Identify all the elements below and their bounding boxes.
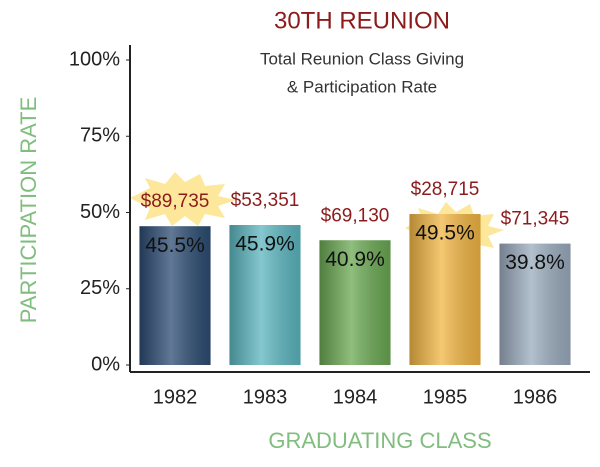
y-tick-label: 25% (80, 277, 120, 299)
chart-subtitle: & Participation Rate (287, 77, 437, 96)
bar-shine (139, 226, 211, 365)
giving-label: $53,351 (231, 190, 300, 211)
y-axis-title: PARTICIPATION RATE (16, 97, 41, 324)
x-axis-title: GRADUATING CLASS (268, 428, 491, 453)
y-tick-label: 0% (91, 353, 120, 375)
y-tick-label: 100% (69, 48, 120, 70)
x-tick-label: 1985 (423, 386, 468, 408)
y-tick-label: 75% (80, 125, 120, 147)
bar-shine (229, 225, 301, 365)
chart-subtitle: Total Reunion Class Giving (260, 49, 464, 68)
y-tick-label: 50% (80, 201, 120, 223)
giving-label: $89,735 (141, 191, 210, 212)
giving-label: $69,130 (321, 205, 390, 226)
x-tick-label: 1986 (513, 386, 558, 408)
highlight-burst (130, 172, 236, 226)
bar-shine (499, 243, 571, 365)
bar-shine (409, 214, 481, 365)
data-label: 39.8% (505, 251, 565, 274)
chart-title: 30TH REUNION (274, 7, 450, 34)
giving-label: $71,345 (501, 209, 570, 230)
bar-shine (319, 240, 391, 365)
data-label: 49.5% (415, 222, 475, 245)
data-label: 45.9% (235, 233, 295, 256)
x-tick-label: 1984 (333, 386, 378, 408)
data-label: 40.9% (325, 248, 385, 271)
x-tick-label: 1983 (243, 386, 288, 408)
giving-label: $28,715 (411, 179, 480, 200)
x-tick-label: 1982 (153, 386, 198, 408)
data-label: 45.5% (145, 234, 205, 257)
